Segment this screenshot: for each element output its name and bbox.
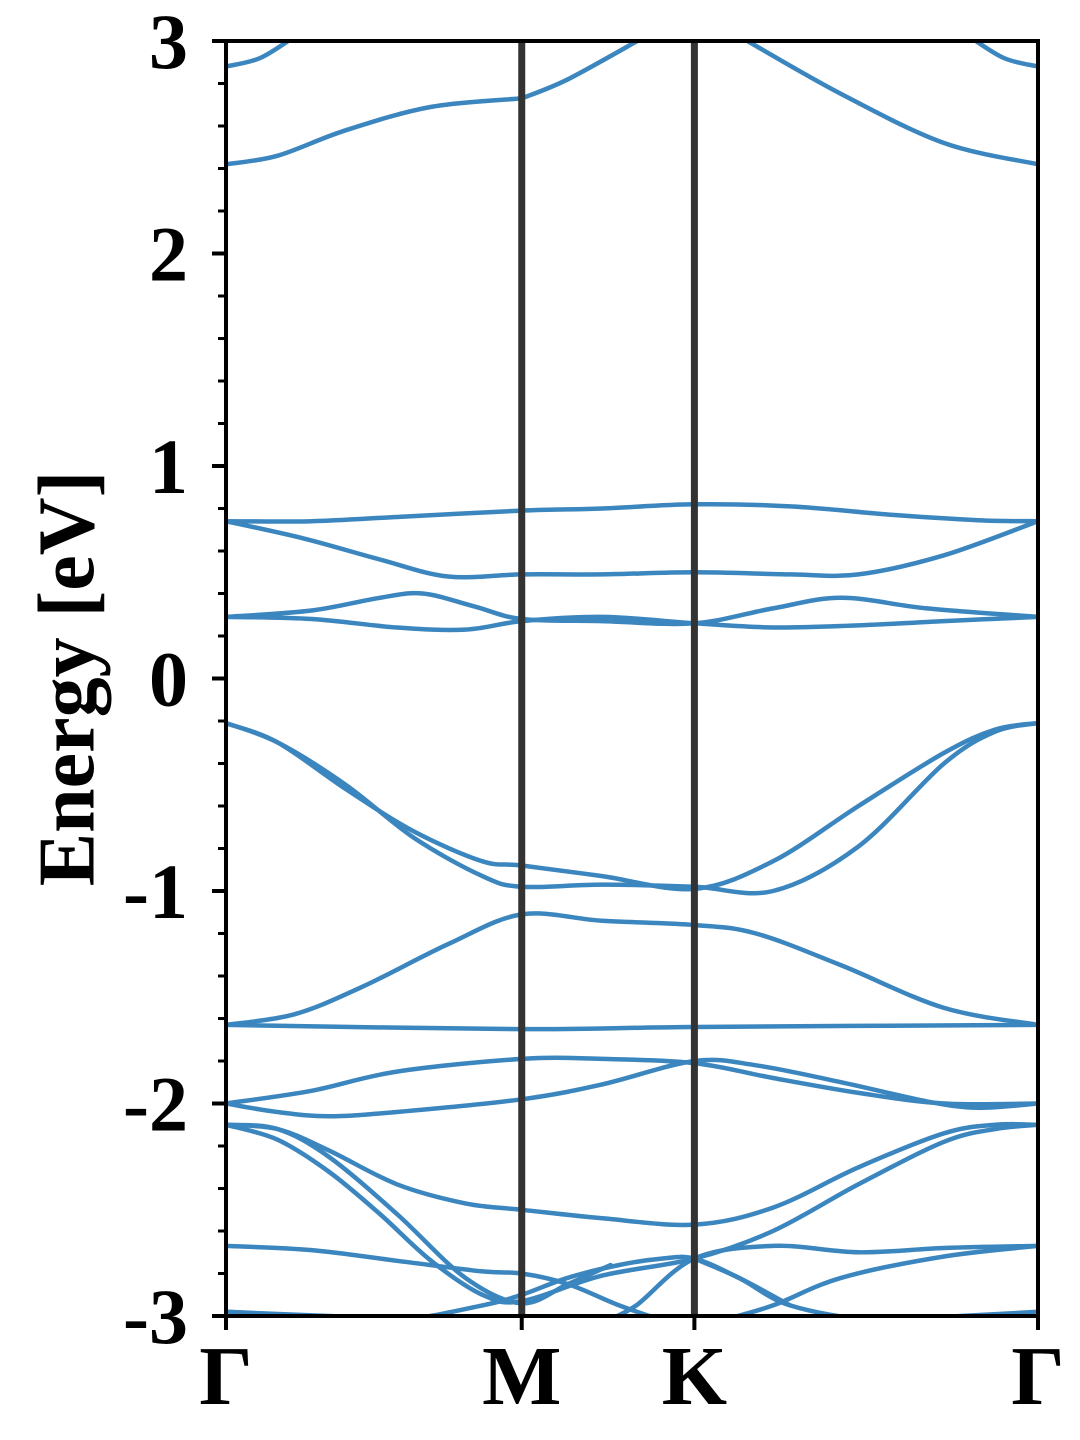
band-line-12	[226, 911, 1038, 1028]
band-line-8	[226, 590, 1038, 627]
band-line-14	[226, 1055, 1038, 1107]
band-line-7	[226, 518, 1038, 580]
y-tick-label: 0	[149, 636, 188, 723]
y-tick-label: -1	[123, 848, 188, 935]
band-lines	[226, 41, 1038, 1316]
x-axis-ticks	[224, 1316, 1040, 1330]
band-line-3	[519, 41, 642, 101]
band-line-13	[226, 1022, 1038, 1032]
band-line-19	[226, 1243, 657, 1316]
y-axis-ticks	[212, 39, 226, 1318]
y-tick-label: 3	[149, 0, 188, 85]
band-line-17	[226, 1122, 1038, 1305]
plot-frame	[224, 39, 1040, 1318]
kpoint-label: Γ	[199, 1330, 252, 1423]
kpoint-label: K	[662, 1330, 727, 1423]
high-symmetry-dividers	[518, 41, 698, 1316]
y-tick-label: -2	[123, 1061, 188, 1148]
band-line-18	[226, 1122, 613, 1306]
band-line-6	[226, 501, 1038, 524]
band-line-5	[226, 96, 524, 167]
y-tick-label: -3	[123, 1273, 188, 1360]
band-line-20	[611, 1243, 1038, 1316]
band-line-21	[226, 1254, 793, 1316]
y-tick-label: 1	[149, 423, 188, 510]
band-line-4	[745, 41, 1038, 167]
y-tick-label: 2	[149, 211, 188, 298]
kpoint-label: Γ	[1011, 1330, 1064, 1423]
band-line-11	[226, 720, 1038, 892]
y-axis-tick-labels: 3 2 1 0 -1 -2 -3	[123, 0, 188, 1360]
band-line-24	[226, 1309, 384, 1316]
band-line-10	[226, 720, 1038, 896]
band-line-22	[692, 1256, 1038, 1316]
band-line-15	[226, 1057, 1038, 1119]
kpoint-label: M	[482, 1330, 561, 1423]
band-line-23	[728, 1243, 1038, 1316]
y-axis-title: Energy [eV]	[23, 471, 111, 886]
band-line-9	[226, 614, 1038, 633]
band-line-16	[226, 1121, 1038, 1228]
